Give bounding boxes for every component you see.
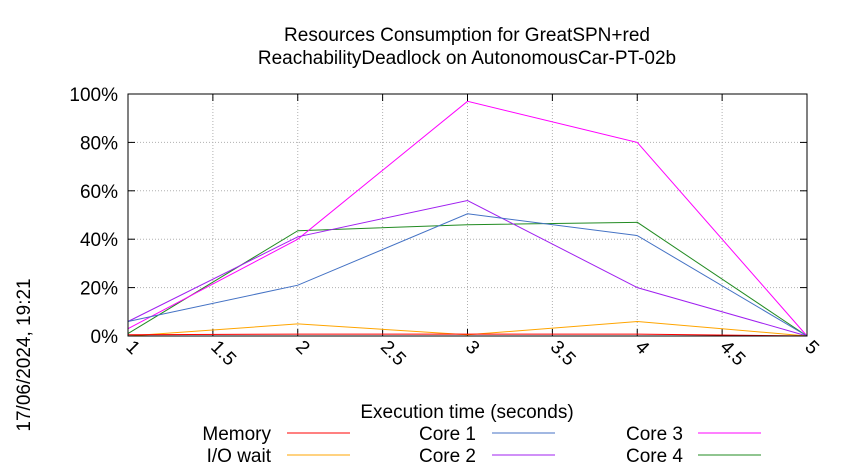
x-tick-label: 3.5 [546,337,580,371]
x-tick-label: 2.5 [376,337,410,371]
chart-subtitle: ReachabilityDeadlock on AutonomousCar-PT… [258,48,676,69]
plot-border [127,93,808,337]
x-tick-label: 4.5 [716,337,750,371]
x-tick-label: 1 [121,337,143,359]
x-axis-label: Execution time (seconds) [360,402,573,423]
legend-label: Core 4 [626,446,683,467]
x-tick-label: 2 [291,337,313,359]
legend-label: Memory [202,424,271,445]
legend-label: Core 2 [419,446,476,467]
y-tick-label: 60% [80,182,118,203]
x-tick-label: 1.5 [206,337,240,371]
x-tick-label: 4 [631,337,654,360]
x-tick-label: 5 [800,337,822,359]
series-line-memory [127,333,808,337]
y-tick-label: 100% [69,85,118,106]
x-tick-label: 3 [461,337,483,359]
legend-label: Core 1 [419,424,476,445]
chart-title: Resources Consumption for GreatSPN+red [284,25,650,46]
y-tick-label: 0% [91,327,119,348]
series-line-core-2 [127,199,808,337]
legend-label: Core 3 [626,424,683,445]
y-tick-label: 40% [80,230,118,251]
y-tick-label: 20% [80,279,118,300]
series-lines [127,100,808,337]
series-line-core-1 [127,213,808,337]
y-axis: 0% 20% 40% 60% 80% 100% [69,85,807,348]
y-tick-label: 80% [80,133,118,154]
series-line-core-3 [127,100,808,337]
series-line-i-o-wait [127,320,808,337]
timestamp-label: 17/06/2024, 19:21 [14,278,35,431]
legend-label: I/O wait [207,446,272,467]
